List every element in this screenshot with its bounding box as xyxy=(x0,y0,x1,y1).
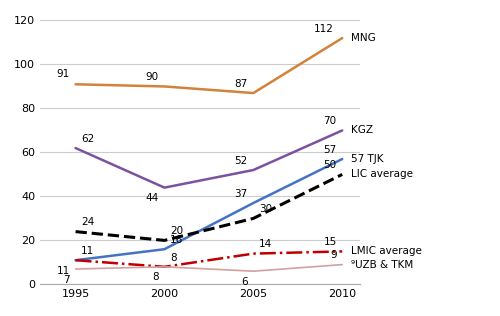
Text: 62: 62 xyxy=(81,134,94,144)
Text: 9: 9 xyxy=(330,251,336,260)
Text: 37: 37 xyxy=(234,189,248,199)
Text: 8: 8 xyxy=(170,252,176,263)
Text: 14: 14 xyxy=(259,240,272,249)
Text: 8: 8 xyxy=(152,272,159,283)
Text: 57: 57 xyxy=(324,145,336,155)
Text: 6: 6 xyxy=(241,277,248,287)
Text: 24: 24 xyxy=(81,217,94,228)
Text: 57 TJK: 57 TJK xyxy=(350,154,383,164)
Text: 30: 30 xyxy=(259,204,272,214)
Text: 16: 16 xyxy=(170,235,183,245)
Text: 91: 91 xyxy=(57,69,70,79)
Text: LIC average: LIC average xyxy=(350,169,412,179)
Text: 112: 112 xyxy=(314,24,334,34)
Text: 11: 11 xyxy=(57,266,70,276)
Text: 52: 52 xyxy=(234,156,248,166)
Text: KGZ: KGZ xyxy=(350,125,372,136)
Text: 11: 11 xyxy=(81,246,94,256)
Text: 87: 87 xyxy=(234,79,248,89)
Text: 90: 90 xyxy=(146,72,159,82)
Text: LMIC average: LMIC average xyxy=(350,246,422,256)
Text: 44: 44 xyxy=(146,193,159,203)
Text: 50: 50 xyxy=(324,160,336,170)
Text: MNG: MNG xyxy=(350,33,376,43)
Text: 70: 70 xyxy=(324,116,336,126)
Text: 15: 15 xyxy=(324,237,336,247)
Text: 20: 20 xyxy=(170,226,183,236)
Text: 7: 7 xyxy=(64,275,70,285)
Text: ⁹UZB & TKM: ⁹UZB & TKM xyxy=(350,260,413,270)
